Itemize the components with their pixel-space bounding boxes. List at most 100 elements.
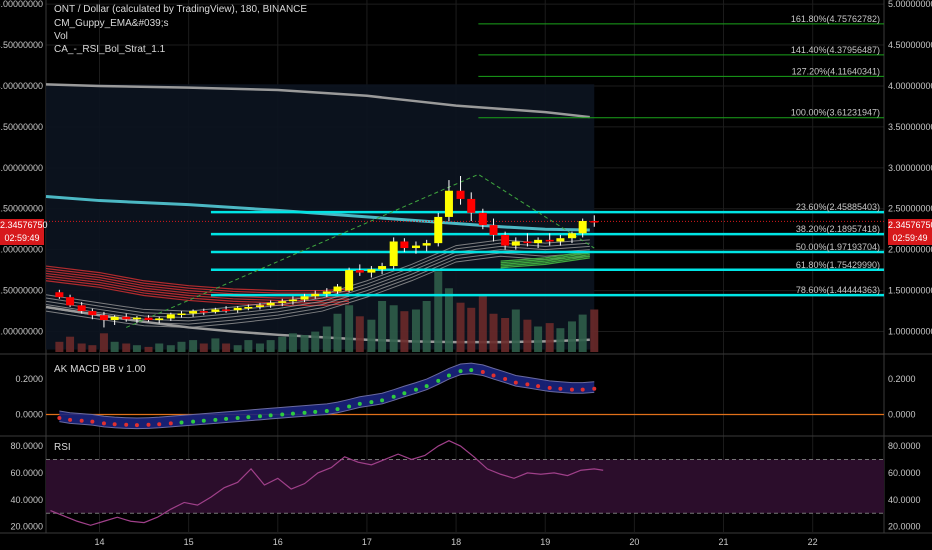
rsi-y-tick-left: 80.0000 [10, 441, 43, 451]
macd-dot [436, 378, 441, 383]
guppy-green-ribbon [500, 255, 590, 267]
x-axis-tick: 22 [808, 537, 818, 547]
macd-dot [513, 380, 518, 385]
macd-dot [380, 398, 385, 403]
guppy-gray-ribbon [45, 245, 590, 319]
macd-dot [268, 413, 273, 418]
y-axis-tick-right: 2.50000000 [888, 204, 932, 214]
x-axis-tick: 14 [94, 537, 104, 547]
candle-body [489, 225, 498, 235]
fib-level-label: 127.20%(4.11640341) [792, 66, 880, 76]
fib-level-label: 100.00%(3.61231947) [791, 108, 880, 118]
volume-bar [578, 314, 587, 352]
indicator-label-guppy: CM_Guppy_EMA&#039;s [54, 18, 169, 29]
macd-dot [357, 401, 362, 406]
volume-bar [233, 345, 242, 352]
candle-body [444, 190, 453, 217]
candle-body [77, 305, 86, 312]
fib-level-label: 61.80%(1.75429990) [796, 260, 880, 270]
volume-bar [444, 288, 453, 352]
candle-body [355, 270, 364, 273]
candle-body [456, 190, 465, 199]
volume-bar [478, 294, 487, 352]
guppy-gray-ribbon [45, 249, 590, 322]
macd-dot [369, 400, 374, 405]
upper-band-line [45, 83, 590, 119]
y-axis-tick-right: 5.00000000 [888, 0, 932, 9]
rsi-y-tick-left: 60.0000 [10, 468, 43, 478]
volume-bar [489, 313, 498, 352]
y-axis-tick-left: 1.00000000 [0, 327, 43, 337]
candle-body [132, 317, 141, 320]
countdown-badge-left: 02:59:49 [0, 232, 44, 245]
volume-bar [244, 340, 253, 352]
volume-bar [378, 301, 387, 352]
macd-y-tick-left: 0.2000 [15, 374, 43, 384]
rsi-y-tick-right: 40.0000 [888, 495, 921, 505]
macd-dot [134, 423, 139, 428]
macd-dot [79, 418, 84, 423]
volume-bar [556, 328, 565, 352]
macd-dot [146, 422, 151, 427]
volume-bar [434, 271, 443, 352]
volume-bar [132, 345, 141, 352]
volume-bar [166, 345, 175, 352]
macd-dot [124, 422, 129, 427]
rsi-line [50, 440, 604, 526]
x-axis-tick: 18 [451, 537, 461, 547]
volume-bar [501, 318, 510, 352]
y-axis-tick-right: 4.50000000 [888, 40, 932, 50]
macd-panel-title: AK MACD BB v 1.00 [54, 364, 146, 375]
macd-dot [302, 410, 307, 415]
candle-body [189, 311, 198, 314]
volume-bar [345, 305, 354, 352]
macd-dot [280, 412, 285, 417]
y-axis-tick-left: 2.00000000 [0, 245, 43, 255]
rsi-y-tick-right: 20.0000 [888, 522, 921, 532]
macd-dot [179, 420, 184, 425]
volume-bar [590, 309, 599, 352]
guppy-green-ribbon [500, 257, 590, 269]
volume-bar [155, 343, 164, 352]
candle-body [288, 299, 297, 302]
macd-dot [313, 409, 318, 414]
x-axis-tick: 17 [362, 537, 372, 547]
fib-level-label: 78.60%(1.44444363) [796, 285, 880, 295]
chart-title: ONT / Dollar (calculated by TradingView)… [54, 4, 308, 15]
candle-body [244, 306, 253, 309]
macd-dot [235, 416, 240, 421]
y-axis-tick-left: 1.50000000 [0, 286, 43, 296]
candle-body [66, 297, 75, 306]
volume-bar [367, 319, 376, 352]
macd-dot [503, 377, 508, 382]
volume-bar [110, 341, 119, 352]
y-axis-tick-left: 4.50000000 [0, 40, 43, 50]
macd-dot [290, 411, 295, 416]
guppy-gray-ribbon [45, 255, 590, 328]
volume-bar [411, 309, 420, 352]
y-axis-tick-left: 3.00000000 [0, 163, 43, 173]
candle-body [367, 269, 376, 273]
y-axis-tick-right: 2.00000000 [888, 245, 932, 255]
macd-dot [569, 387, 574, 392]
volume-bar [88, 345, 97, 352]
rsi-band-fill [46, 459, 884, 514]
volume-bar [545, 323, 554, 352]
volume-bar [523, 319, 532, 352]
long-ema-line [45, 194, 590, 232]
candle-body [233, 307, 242, 311]
candle-body [511, 241, 520, 246]
fib-level-label: 141.40%(4.37956487) [791, 45, 880, 55]
fib-level-label: 23.60%(2.45885403) [796, 202, 880, 212]
candle-body [199, 311, 208, 313]
candle-body [523, 241, 532, 244]
volume-bar [322, 326, 331, 352]
x-axis-tick: 19 [540, 537, 550, 547]
candle-body [222, 309, 231, 311]
volume-bar [300, 335, 309, 352]
macd-dot [257, 414, 262, 419]
macd-dot [347, 404, 352, 409]
rsi-y-tick-left: 40.0000 [10, 495, 43, 505]
y-axis-tick-left: 5.00000000 [0, 0, 43, 9]
